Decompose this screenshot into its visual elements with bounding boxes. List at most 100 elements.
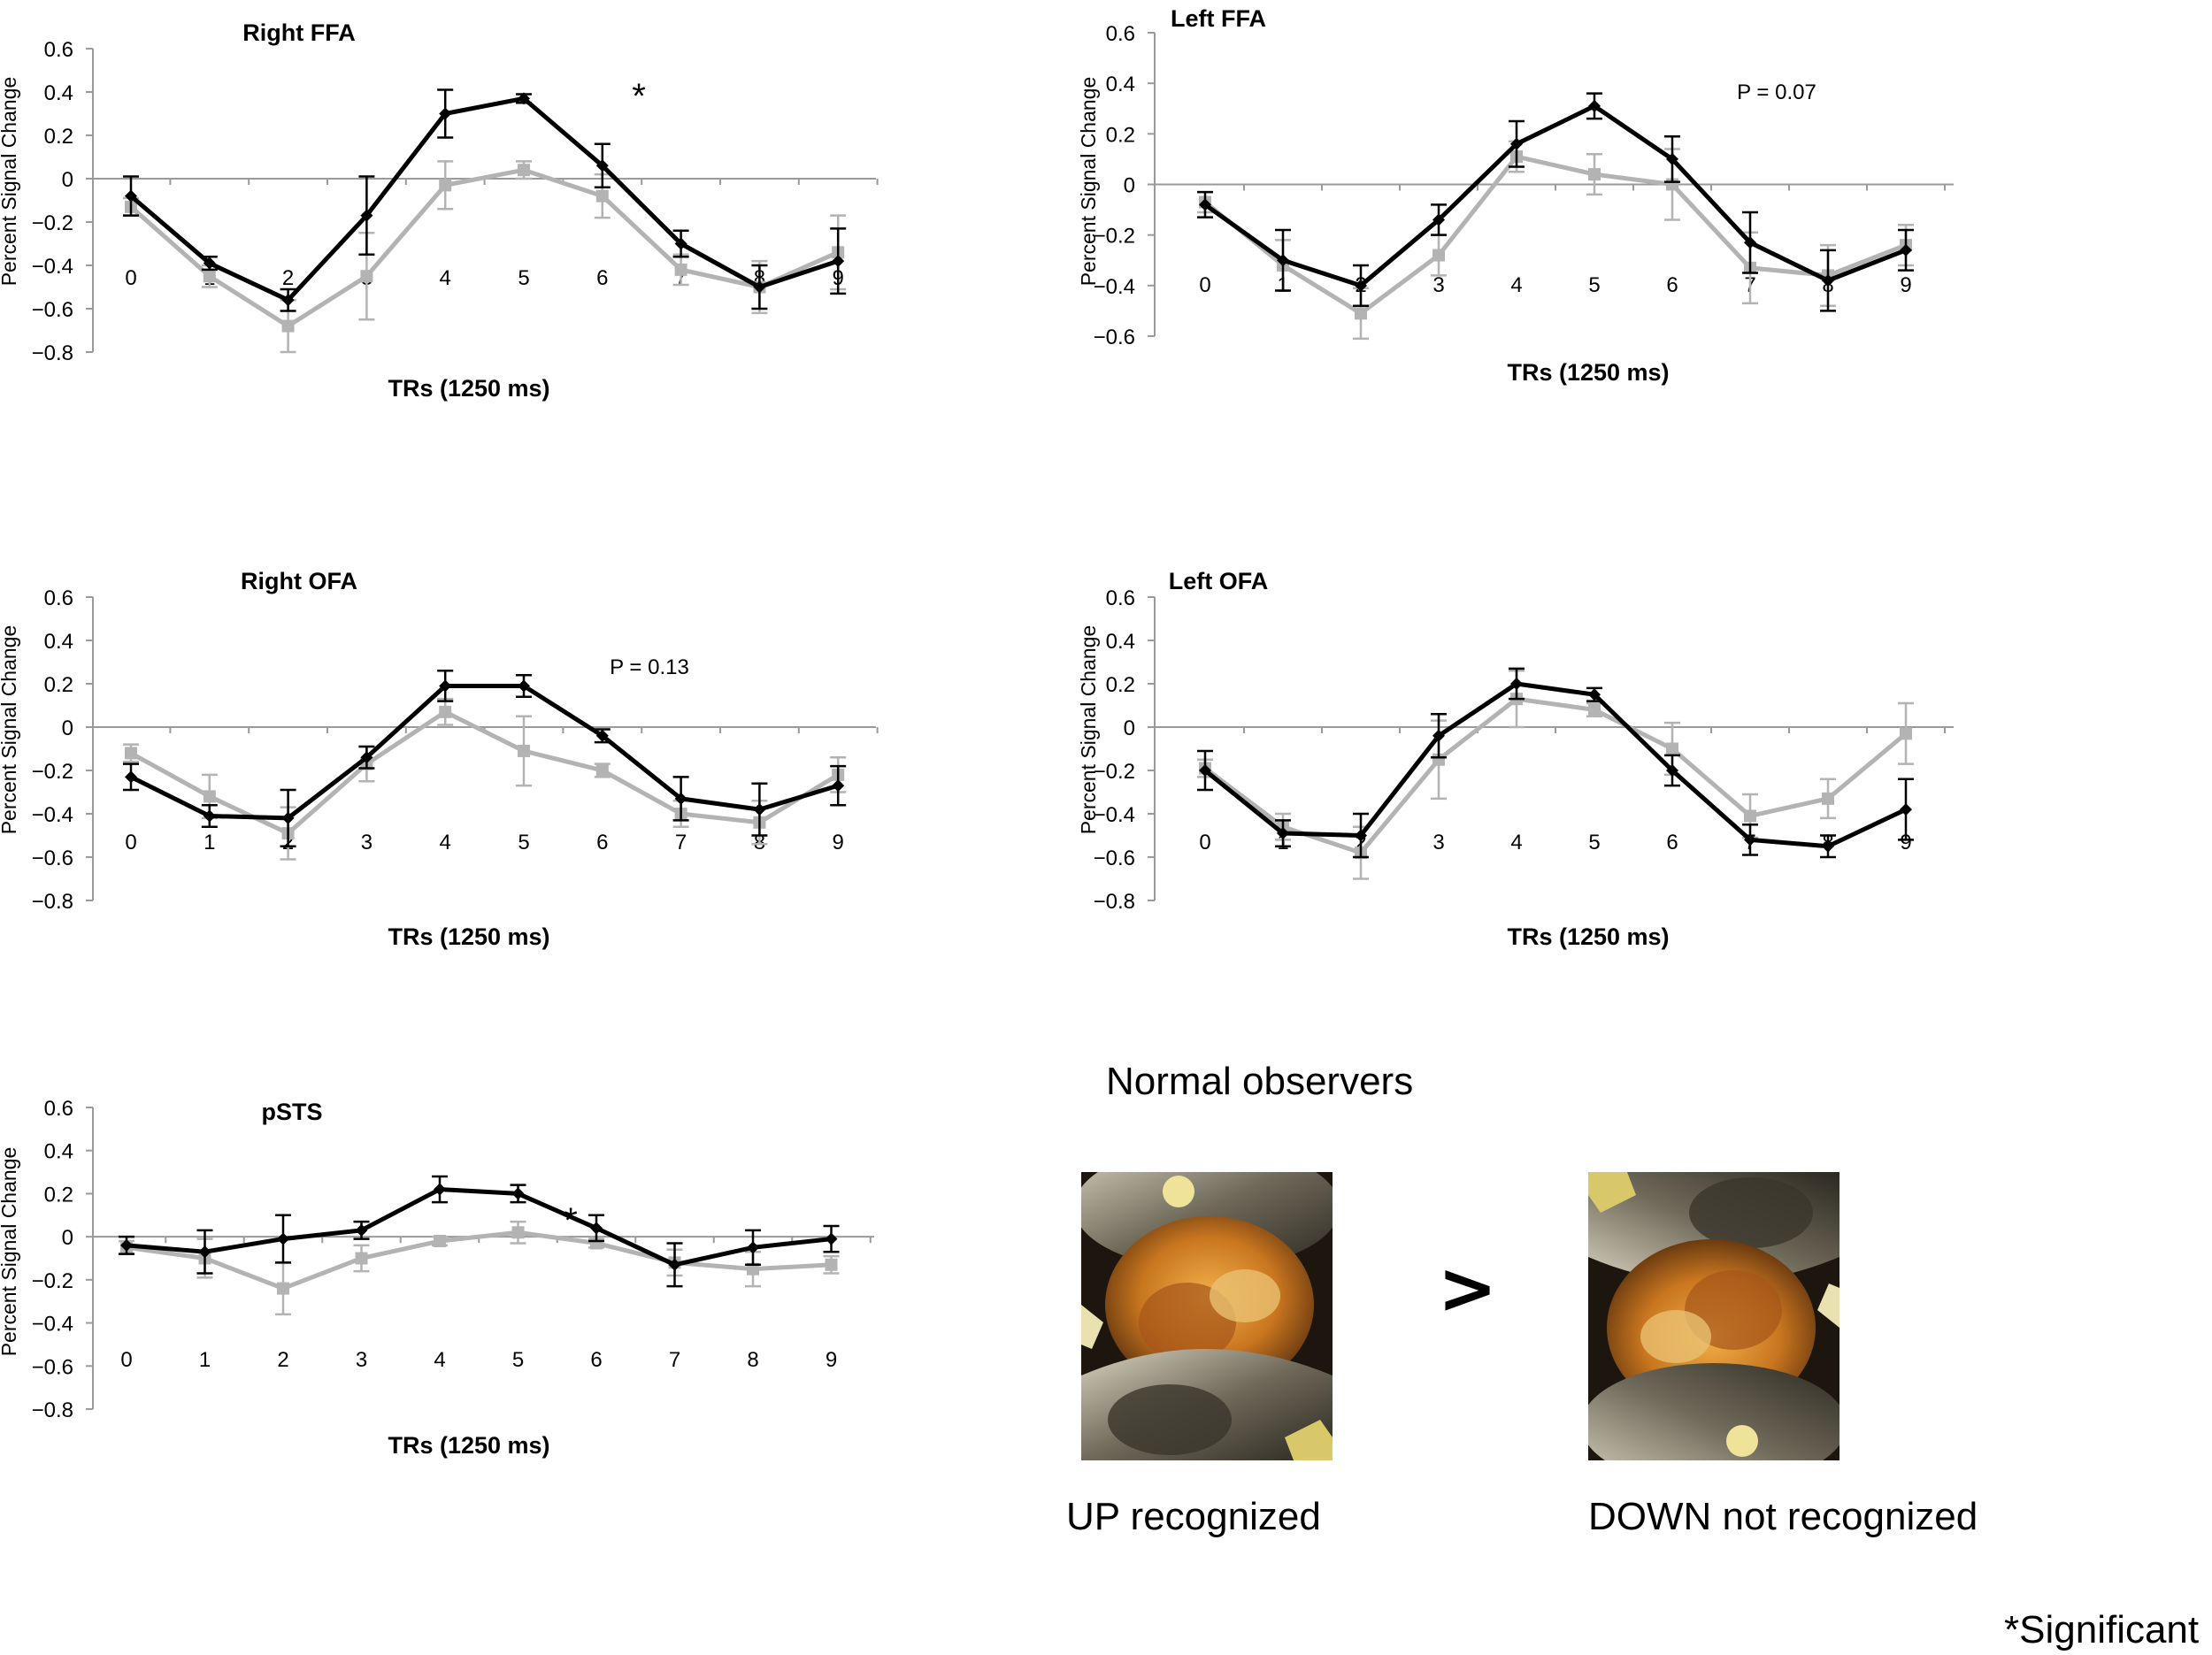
y-tick-label: 0 xyxy=(1124,716,1135,740)
data-point-black xyxy=(434,1183,446,1196)
series-line-gray xyxy=(1203,154,1907,316)
data-point-black xyxy=(1432,213,1445,226)
x-tick-label: 6 xyxy=(596,831,608,854)
y-tick-label: 0.4 xyxy=(1106,73,1135,96)
data-point-black xyxy=(1510,137,1523,150)
y-tick-label: 0.4 xyxy=(44,1140,73,1164)
data-point-gray xyxy=(825,1258,838,1271)
y-tick-label: −0.4 xyxy=(32,803,73,827)
data-point-black xyxy=(1510,678,1523,690)
data-point-black xyxy=(360,209,373,222)
chart-psts: 0.6 0.4 0.2 0 −0.2 −0.4 −0.6 −0.8 0 1 2 3 4 5 6 7 8 9 pSTS… xyxy=(0,1097,874,1459)
significance-annotation: P = 0.13 xyxy=(610,655,689,679)
data-point-gray xyxy=(1900,727,1912,740)
data-point-gray xyxy=(434,1235,446,1248)
y-axis-label: Percent Signal Change xyxy=(0,77,20,287)
data-point-black xyxy=(355,1223,368,1237)
data-point-black xyxy=(1900,243,1912,257)
x-tick-label: 3 xyxy=(1432,273,1444,297)
series-line-black xyxy=(1203,103,1907,288)
y-tick-label: −0.8 xyxy=(1094,890,1135,914)
series-line-gray xyxy=(126,1230,832,1291)
chart-left-ffa: 0.60.40.20−0.2−0.4−0.60123456789Left FFA… xyxy=(1077,5,1954,386)
x-axis-label: TRs (1250 ms) xyxy=(388,1432,549,1459)
data-point-gray xyxy=(1588,168,1601,181)
x-tick-label: 0 xyxy=(125,831,136,854)
x-tick-label: 4 xyxy=(1510,273,1522,297)
data-point-black xyxy=(1588,99,1601,112)
x-axis-label: TRs (1250 ms) xyxy=(388,375,549,402)
y-tick-label: 0.6 xyxy=(44,1097,73,1121)
series-line-black xyxy=(129,683,839,821)
x-tick-label: 6 xyxy=(1666,273,1678,297)
data-point-black xyxy=(281,294,295,307)
y-tick-label: 0 xyxy=(62,168,73,192)
chart-title: Right FFA xyxy=(242,19,355,46)
data-point-black xyxy=(1432,729,1445,742)
x-tick-label: 3 xyxy=(356,1348,367,1372)
data-point-gray xyxy=(595,764,609,777)
data-point-gray xyxy=(1744,809,1756,823)
x-tick-label: 6 xyxy=(596,266,608,290)
y-tick-label: 0 xyxy=(1124,174,1135,198)
x-axis-label: TRs (1250 ms) xyxy=(1507,923,1669,950)
x-tick-label: 4 xyxy=(440,266,451,290)
data-point-gray xyxy=(203,790,216,803)
data-point-black xyxy=(674,792,687,805)
data-point-black xyxy=(439,107,452,120)
data-point-black xyxy=(511,1187,525,1200)
data-point-gray xyxy=(439,179,452,192)
up-recognized-caption: UP recognized xyxy=(1066,1495,1321,1538)
significance-annotation: * xyxy=(564,1201,578,1240)
x-tick-label: 3 xyxy=(1432,831,1444,854)
data-point-gray xyxy=(125,747,137,760)
x-tick-label: 5 xyxy=(518,266,529,290)
x-tick-label: 5 xyxy=(518,831,529,854)
data-point-black xyxy=(203,257,216,270)
x-tick-label: 0 xyxy=(120,1348,132,1372)
data-point-gray xyxy=(203,270,216,283)
y-tick-label: −0.6 xyxy=(1094,326,1135,349)
y-tick-label: −0.8 xyxy=(32,1398,73,1422)
y-tick-label: 0.4 xyxy=(1106,630,1135,654)
data-point-black xyxy=(1666,152,1678,165)
y-tick-label: 0 xyxy=(62,1226,73,1250)
y-tick-label: 0.6 xyxy=(44,38,73,62)
x-tick-label: 0 xyxy=(125,266,136,290)
data-point-gray xyxy=(674,263,687,276)
data-point-black xyxy=(595,159,609,172)
data-point-black xyxy=(281,811,295,824)
data-point-black xyxy=(125,770,137,784)
y-tick-label: −0.6 xyxy=(1094,847,1135,870)
data-point-black xyxy=(1277,827,1289,840)
chart-title: Left FFA xyxy=(1171,5,1266,32)
y-tick-label: 0.2 xyxy=(44,125,73,149)
y-tick-label: −0.2 xyxy=(1094,760,1135,784)
data-point-gray xyxy=(439,705,452,718)
x-tick-label: 6 xyxy=(1666,831,1678,854)
data-point-black xyxy=(518,679,530,693)
data-point-gray xyxy=(511,1226,525,1239)
x-tick-label: 1 xyxy=(199,1348,211,1372)
y-axis-label: Percent Signal Change xyxy=(1077,625,1100,835)
y-tick-label: 0 xyxy=(62,716,73,740)
x-tick-label: 7 xyxy=(675,831,687,854)
data-point-black xyxy=(753,280,766,294)
data-point-black xyxy=(360,751,373,764)
x-tick-label: 9 xyxy=(1900,273,1911,297)
greater-than-symbol: > xyxy=(1438,1247,1498,1329)
y-tick-label: −0.2 xyxy=(32,760,73,784)
x-axis-label: TRs (1250 ms) xyxy=(1507,359,1669,386)
data-point-black xyxy=(1822,839,1834,853)
y-tick-label: 0.2 xyxy=(1106,123,1135,147)
x-tick-label: 5 xyxy=(512,1348,524,1372)
data-point-black xyxy=(590,1222,603,1235)
x-tick-label: 2 xyxy=(277,1348,288,1372)
x-tick-label: 1 xyxy=(204,831,215,854)
data-point-gray xyxy=(355,1252,368,1265)
data-point-black xyxy=(1744,833,1756,847)
chart-title: pSTS xyxy=(261,1099,322,1125)
x-tick-label: 4 xyxy=(440,831,451,854)
x-tick-label: 9 xyxy=(833,831,844,854)
data-point-gray xyxy=(1666,742,1678,755)
